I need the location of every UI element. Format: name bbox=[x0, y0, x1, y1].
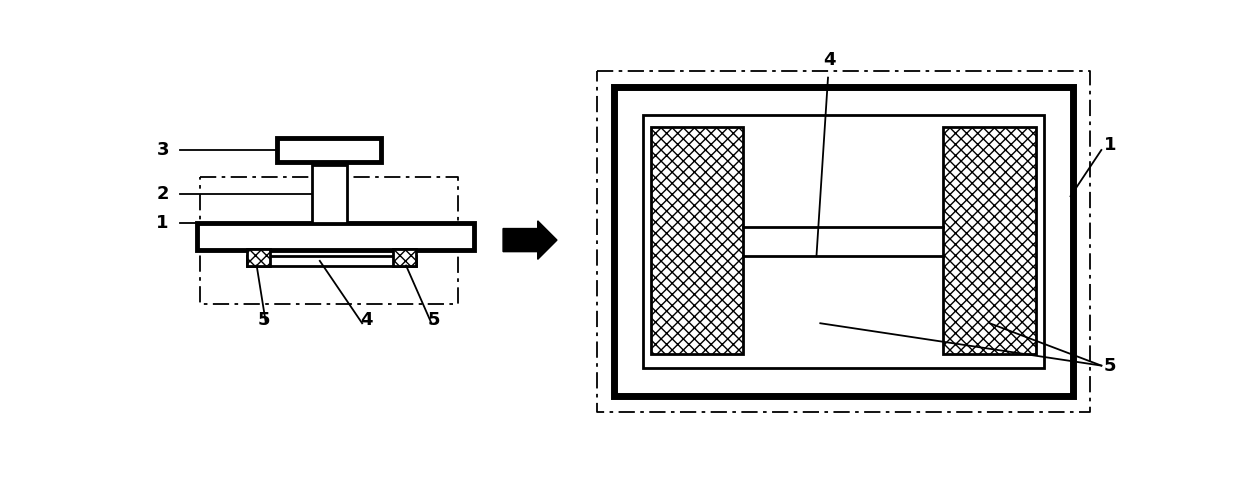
FancyArrow shape bbox=[503, 221, 557, 259]
Text: 1: 1 bbox=[156, 214, 169, 232]
Text: 4: 4 bbox=[823, 51, 836, 69]
Bar bbox=[944, 127, 1035, 354]
Bar bbox=[278, 138, 382, 162]
Text: 2: 2 bbox=[156, 185, 169, 203]
Text: 1: 1 bbox=[1104, 136, 1116, 154]
Bar bbox=[312, 166, 347, 223]
Text: 5: 5 bbox=[428, 311, 440, 329]
Text: 4: 4 bbox=[360, 311, 372, 329]
Bar bbox=[247, 249, 270, 265]
Text: 5: 5 bbox=[1104, 357, 1116, 374]
Bar bbox=[644, 115, 1044, 368]
Bar bbox=[651, 127, 743, 354]
Bar bbox=[614, 87, 1073, 396]
Text: 3: 3 bbox=[156, 141, 169, 159]
Text: 5: 5 bbox=[258, 311, 270, 329]
Bar bbox=[393, 249, 417, 265]
Bar bbox=[247, 256, 417, 265]
Bar bbox=[197, 223, 474, 250]
